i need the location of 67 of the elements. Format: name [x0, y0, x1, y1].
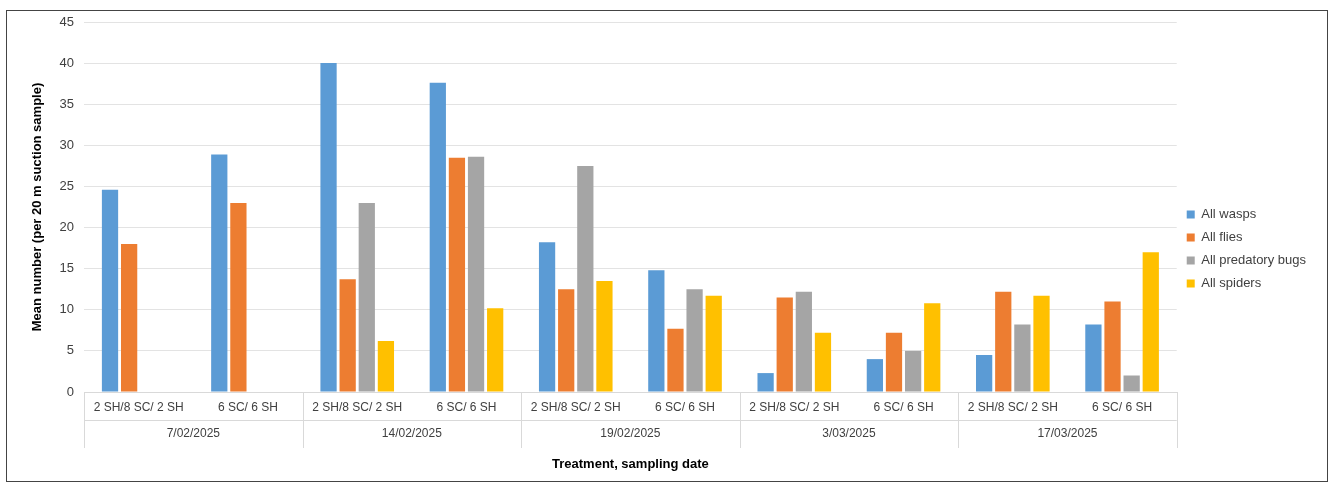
bar [339, 279, 356, 392]
x-tick-label: 2 SH/8 SC/ 2 SH [749, 399, 840, 414]
bar [377, 341, 395, 392]
bar [648, 270, 665, 392]
bar [904, 350, 922, 392]
y-tick-label: 45 [59, 13, 75, 29]
bar [211, 154, 228, 392]
text: 3/03/2025 [822, 426, 876, 441]
bar [577, 165, 594, 392]
bar [795, 291, 812, 392]
legend-label: All spiders [1201, 275, 1262, 291]
y-tick-label: 30 [59, 136, 75, 152]
x-tick-label: 2 SH/8 SC/ 2 SH [312, 399, 403, 414]
bar [686, 289, 703, 392]
bar [467, 156, 485, 392]
bar [866, 359, 883, 392]
text: 14/02/2025 [381, 426, 443, 441]
bar [1085, 324, 1102, 392]
y-tick-label: 35 [59, 95, 75, 111]
bar [776, 297, 793, 392]
bar [101, 189, 119, 392]
y-tick-label: 10 [59, 301, 75, 317]
x-tick-label: 6 SC/ 6 SH [436, 399, 497, 414]
legend-label: All flies [1201, 229, 1243, 245]
bar [320, 63, 337, 392]
legend-label: All wasps [1201, 206, 1257, 222]
bar [924, 303, 941, 392]
bar [667, 328, 684, 392]
bar [121, 244, 138, 392]
bar [1142, 252, 1159, 392]
x-axis-title: Treatment, sampling date [552, 455, 709, 471]
bar [487, 308, 504, 392]
y-tick-label: 5 [66, 342, 75, 358]
x-tick-label: 6 SC/ 6 SH [655, 399, 716, 414]
text: 7/02/2025 [166, 426, 221, 441]
bar [1033, 295, 1050, 392]
y-tick-label: 40 [59, 54, 75, 70]
bar [596, 281, 613, 392]
y-tick-label: 0 [66, 383, 75, 399]
bar [885, 332, 903, 392]
bar [1123, 375, 1140, 392]
bar [358, 202, 375, 392]
bar [995, 291, 1012, 392]
x-tick-label: 2 SH/8 SC/ 2 SH [530, 399, 621, 414]
y-axis-title: Mean number (per 20 m suction sample) [29, 82, 45, 332]
bar [757, 373, 774, 392]
bar [558, 289, 575, 392]
text: 19/02/2025 [600, 426, 661, 441]
bar [976, 355, 993, 392]
x-tick-label: 6 SC/ 6 SH [217, 399, 278, 414]
bar [429, 82, 446, 392]
text: 17/03/2025 [1037, 426, 1098, 441]
x-tick-label: 2 SH/8 SC/ 2 SH [93, 399, 184, 414]
y-tick-label: 25 [59, 178, 75, 194]
bar [814, 332, 832, 392]
bar [705, 295, 722, 392]
y-tick-label: 15 [59, 260, 75, 276]
legend-label: All predatory bugs [1201, 252, 1307, 268]
bar [230, 202, 247, 392]
bar [1014, 324, 1031, 392]
bar [448, 157, 466, 392]
y-tick-label: 20 [59, 219, 75, 235]
bar [1104, 301, 1121, 392]
x-tick-label: 6 SC/ 6 SH [1092, 399, 1153, 414]
x-tick-label: 2 SH/8 SC/ 2 SH [967, 399, 1058, 414]
x-tick-label: 6 SC/ 6 SH [873, 399, 934, 414]
bar [538, 242, 556, 392]
